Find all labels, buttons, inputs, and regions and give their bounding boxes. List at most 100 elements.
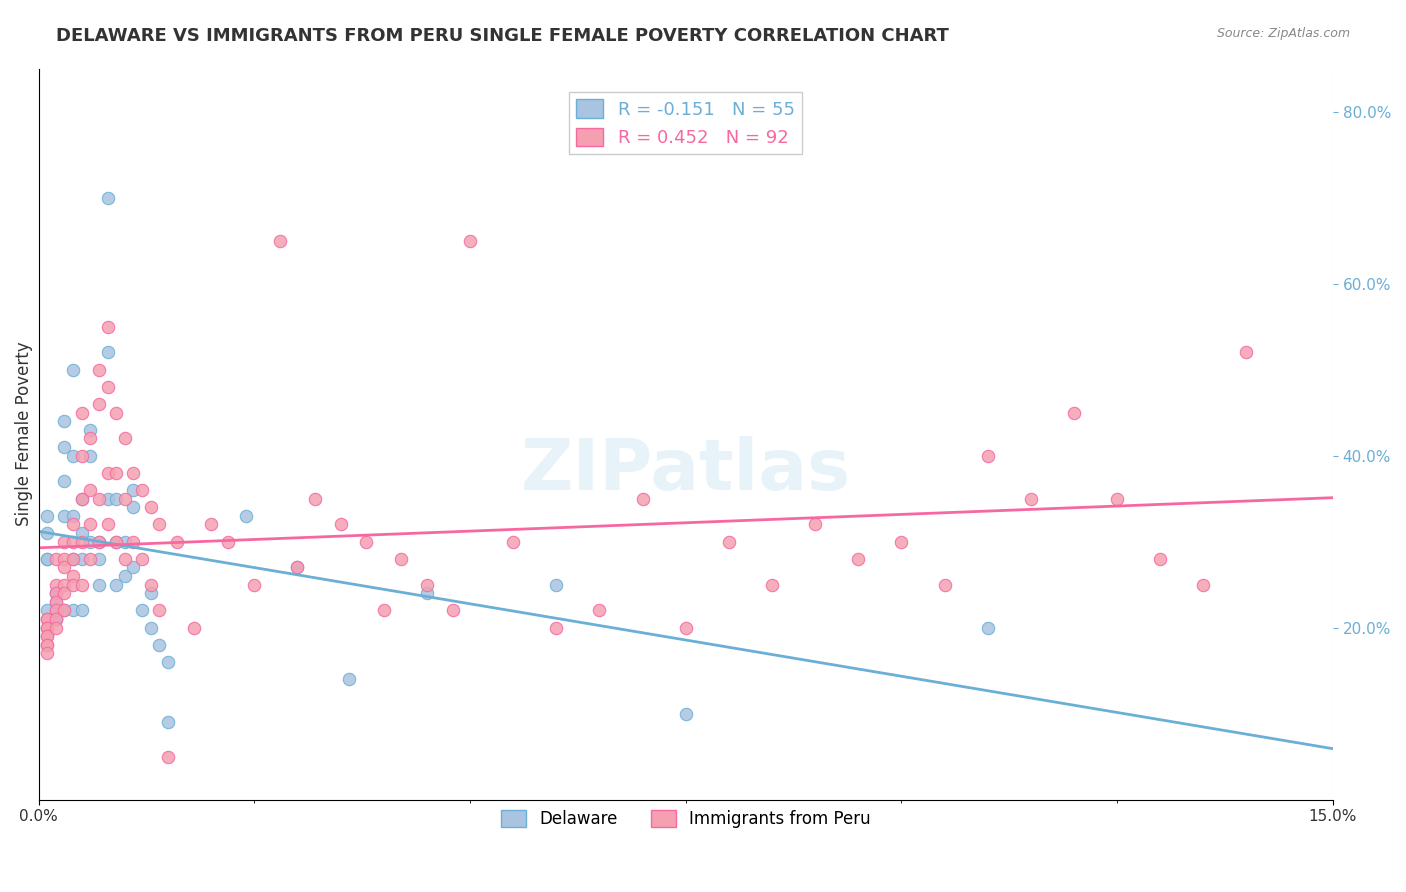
Legend: Delaware, Immigrants from Peru: Delaware, Immigrants from Peru [494, 804, 877, 835]
Point [105, 534, 128, 549]
Point [87, 577, 110, 591]
Text: DELAWARE VS IMMIGRANTS FROM PERU SINGLE FEMALE POVERTY CORRELATION CHART: DELAWARE VS IMMIGRANTS FROM PERU SINGLE … [56, 27, 949, 45]
Point [45, 603, 67, 617]
Text: ZIPatlas: ZIPatlas [520, 436, 851, 505]
Point [304, 491, 326, 506]
Point [139, 577, 162, 591]
Point [37, 551, 59, 566]
Point [122, 560, 145, 574]
Point [934, 577, 956, 591]
Point [139, 586, 162, 600]
Point [53, 414, 76, 428]
Point [717, 534, 740, 549]
Point [45, 603, 67, 617]
Point [45, 595, 67, 609]
Point [890, 534, 912, 549]
Point [114, 534, 136, 549]
Point [105, 405, 128, 419]
Point [45, 551, 67, 566]
Point [122, 466, 145, 480]
Point [976, 449, 998, 463]
Point [70, 491, 93, 506]
Point [1019, 491, 1042, 506]
Point [105, 491, 128, 506]
Point [166, 534, 188, 549]
Point [337, 672, 360, 686]
Point [45, 612, 67, 626]
Point [62, 508, 84, 523]
Point [62, 362, 84, 376]
Point [87, 534, 110, 549]
Point [804, 517, 827, 532]
Point [87, 534, 110, 549]
Point [79, 517, 101, 532]
Point [37, 621, 59, 635]
Point [502, 534, 524, 549]
Point [416, 577, 439, 591]
Point [97, 466, 120, 480]
Point [87, 362, 110, 376]
Point [53, 551, 76, 566]
Point [53, 603, 76, 617]
Point [37, 638, 59, 652]
Point [105, 466, 128, 480]
Point [37, 646, 59, 660]
Point [329, 517, 352, 532]
Point [62, 577, 84, 591]
Point [45, 595, 67, 609]
Point [131, 551, 153, 566]
Point [976, 621, 998, 635]
Point [87, 491, 110, 506]
Point [114, 491, 136, 506]
Point [70, 405, 93, 419]
Point [269, 234, 291, 248]
Point [122, 483, 145, 497]
Point [356, 534, 378, 549]
Point [70, 525, 93, 540]
Point [458, 234, 481, 248]
Point [114, 431, 136, 445]
Point [148, 638, 170, 652]
Point [79, 483, 101, 497]
Point [79, 551, 101, 566]
Point [97, 380, 120, 394]
Point [37, 612, 59, 626]
Point [1063, 405, 1085, 419]
Point [53, 586, 76, 600]
Point [53, 440, 76, 454]
Point [37, 525, 59, 540]
Point [37, 621, 59, 635]
Point [62, 551, 84, 566]
Point [761, 577, 783, 591]
Point [45, 621, 67, 635]
Point [1192, 577, 1215, 591]
Point [148, 517, 170, 532]
Point [588, 603, 610, 617]
Point [441, 603, 464, 617]
Point [97, 345, 120, 359]
Point [62, 551, 84, 566]
Point [53, 577, 76, 591]
Point [148, 603, 170, 617]
Point [53, 508, 76, 523]
Point [675, 621, 697, 635]
Point [79, 449, 101, 463]
Point [122, 500, 145, 515]
Point [631, 491, 654, 506]
Point [416, 586, 439, 600]
Point [156, 749, 179, 764]
Point [37, 612, 59, 626]
Point [114, 569, 136, 583]
Point [62, 569, 84, 583]
Point [70, 603, 93, 617]
Point [62, 534, 84, 549]
Point [45, 612, 67, 626]
Point [70, 551, 93, 566]
Point [546, 621, 568, 635]
Point [139, 500, 162, 515]
Point [62, 517, 84, 532]
Point [114, 551, 136, 566]
Point [183, 621, 205, 635]
Point [97, 491, 120, 506]
Point [37, 603, 59, 617]
